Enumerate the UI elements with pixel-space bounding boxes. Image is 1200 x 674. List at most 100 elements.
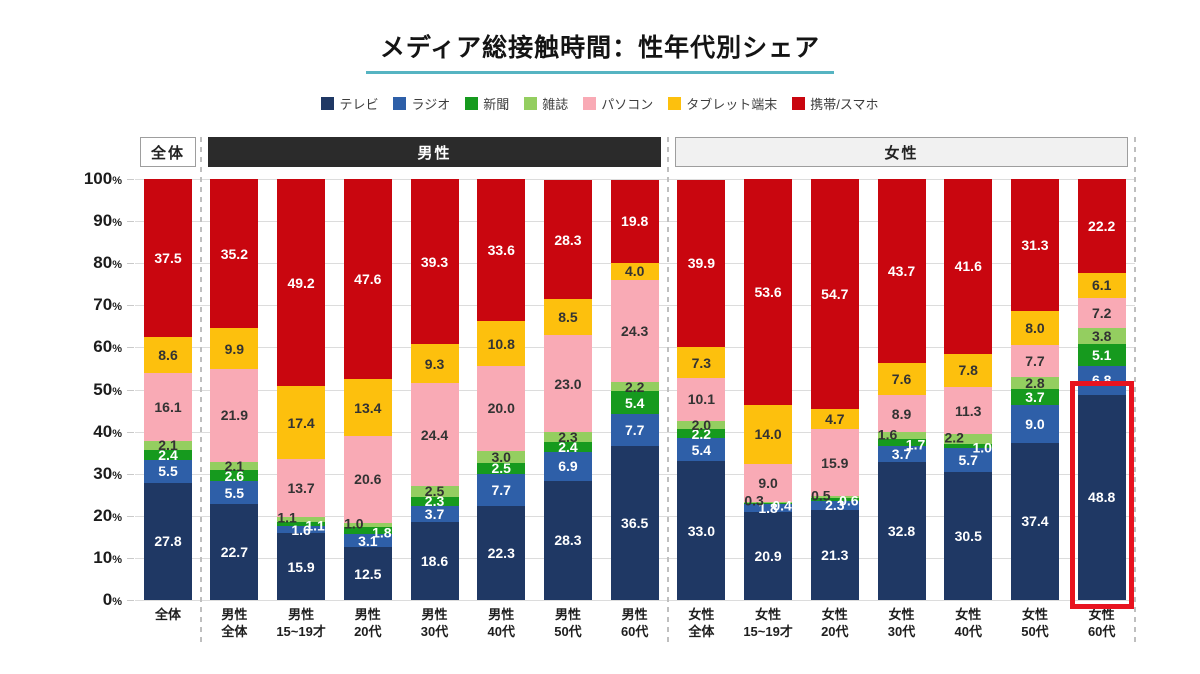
x-axis-category-label: 男性 40代 bbox=[487, 607, 515, 639]
value-label: 7.3 bbox=[691, 354, 712, 371]
bar-segment: 2.4 bbox=[144, 448, 192, 462]
value-label: 13.4 bbox=[354, 399, 382, 416]
x-axis-category-label: 女性 15~19才 bbox=[743, 607, 793, 639]
bar-segment: 37.4 bbox=[1010, 442, 1059, 600]
bar-segment: 0.6 bbox=[810, 494, 859, 508]
legend-swatch-icon bbox=[792, 97, 806, 110]
bar-segment: 32.8 bbox=[877, 461, 926, 600]
bar-group-female: 33.0 5.4 2.2 2.0 10.1 7.3 39.9 20.9 1.8 0.4 0.3 9.0… bbox=[668, 178, 1135, 609]
y-axis-tickmark bbox=[127, 221, 134, 223]
value-label: 19.8 bbox=[621, 213, 649, 230]
bar-segment: 3.7 bbox=[877, 446, 926, 463]
bar-segment: 0.3 bbox=[744, 493, 793, 507]
value-label: 36.5 bbox=[621, 515, 649, 532]
bar-segment: 7.7 bbox=[610, 413, 659, 447]
bar-segment: 5.4 bbox=[610, 391, 659, 414]
stacked-bar: 20.9 1.8 0.4 0.3 9.0 14.0 53.6 bbox=[744, 179, 793, 600]
bar-segment: 41.6 bbox=[944, 178, 993, 354]
bar-segment: 4.7 bbox=[810, 409, 859, 430]
bar-segment: 1.1 bbox=[277, 511, 326, 525]
bar-segment: 2.2 bbox=[677, 427, 726, 441]
value-label: 32.8 bbox=[887, 522, 916, 539]
value-label: 3.7 bbox=[891, 446, 912, 463]
value-label: 1.7 bbox=[905, 436, 926, 453]
value-label: 30.5 bbox=[954, 527, 982, 544]
x-label-group-female: 女性 全体 女性 15~19才 女性 20代 女性 30代 女性 40代 女性 50代 女性 60代 bbox=[668, 607, 1135, 643]
value-label: 2.6 bbox=[224, 467, 245, 484]
bar-segment: 2.0 bbox=[677, 418, 726, 432]
value-label: 5.5 bbox=[158, 463, 178, 480]
bar-segment: 19.8 bbox=[610, 179, 659, 263]
bar-segment: 2.3 bbox=[810, 497, 859, 514]
legend-label: 携帯/スマホ bbox=[810, 97, 879, 112]
x-label-slot: 女性 50代 bbox=[1002, 607, 1069, 643]
bar-segment: 5.5 bbox=[144, 459, 192, 483]
value-label: 11.3 bbox=[954, 402, 982, 419]
value-label: 10.8 bbox=[487, 335, 515, 352]
group-header-cell-male: 男性 bbox=[201, 137, 668, 167]
value-label: 2.3 bbox=[825, 497, 845, 514]
title-area: メディア総接触時間：性年代別シェア bbox=[0, 0, 1200, 74]
y-axis-tick-label: 40% bbox=[93, 421, 122, 441]
bar-segment: 13.4 bbox=[343, 379, 392, 436]
bar-segment: 1.0 bbox=[343, 516, 392, 530]
value-label: 5.4 bbox=[624, 394, 645, 411]
bar-segment: 1.6 bbox=[877, 427, 926, 441]
bar-slot: 21.3 2.3 0.6 0.5 15.9 4.7 54.7 bbox=[801, 179, 868, 600]
bar-segment: 9.0 bbox=[744, 463, 793, 502]
value-label: 16.1 bbox=[154, 399, 182, 416]
bar-segment: 39.9 bbox=[677, 179, 726, 348]
y-axis-tickmark bbox=[127, 431, 134, 433]
bar-segment: 22.3 bbox=[477, 506, 526, 600]
x-axis-category-label: 男性 15~19才 bbox=[276, 607, 326, 639]
bar-segment: 53.6 bbox=[744, 179, 793, 405]
bar-segment: 5.4 bbox=[677, 438, 726, 462]
bar-segment: 24.4 bbox=[410, 383, 459, 487]
bar-slot: 30.5 5.7 1.0 2.2 11.3 7.8 41.6 bbox=[935, 178, 1002, 600]
legend-swatch-icon bbox=[583, 97, 597, 110]
bar-segment: 5.5 bbox=[210, 481, 259, 505]
bar-segment: 2.5 bbox=[410, 483, 459, 500]
value-label: 54.7 bbox=[821, 286, 849, 303]
value-label: 10.1 bbox=[687, 391, 715, 408]
bar-segment: 2.1 bbox=[210, 457, 259, 474]
x-label-slot: 女性 40代 bbox=[935, 607, 1002, 643]
value-label: 1.6 bbox=[291, 521, 311, 538]
value-label: 0.6 bbox=[839, 493, 859, 510]
bar-slot: 18.6 3.7 2.3 2.5 24.4 9.3 39.3 bbox=[401, 179, 468, 600]
highlight-box bbox=[1069, 380, 1134, 609]
bar-segment: 2.3 bbox=[543, 430, 592, 444]
bar-segment: 11.3 bbox=[944, 386, 993, 435]
bar-segment: 7.7 bbox=[477, 473, 526, 507]
value-label: 3.8 bbox=[1091, 328, 1112, 345]
value-label: 8.0 bbox=[1025, 320, 1045, 337]
stacked-bar: 48.8 6.8 5.1 3.8 7.2 6.1 22.2 bbox=[1069, 179, 1134, 609]
bar-segment: 9.9 bbox=[210, 327, 259, 370]
value-label: 33.0 bbox=[687, 522, 715, 539]
value-label: 2.1 bbox=[224, 457, 245, 474]
value-label: 2.5 bbox=[424, 483, 445, 500]
x-axis-category-label: 女性 全体 bbox=[688, 607, 715, 639]
legend-label: パソコン bbox=[601, 97, 654, 112]
bar-segment: 8.6 bbox=[144, 336, 192, 374]
value-label: 31.3 bbox=[1021, 237, 1049, 254]
y-axis-tickmark bbox=[127, 515, 134, 517]
bar-segment: 7.6 bbox=[877, 363, 926, 395]
bar-segment: 5.7 bbox=[944, 447, 993, 472]
bar-segment: 6.9 bbox=[543, 451, 592, 481]
bar-segment: 3.7 bbox=[1010, 389, 1059, 405]
x-axis-category-label: 男性 30代 bbox=[420, 607, 449, 639]
y-axis-tickmark bbox=[127, 179, 134, 180]
value-label: 7.7 bbox=[1025, 353, 1045, 370]
x-axis-labels: 全体 男性 全体 男性 15~19才 男性 20代 男性 30代 男性 40代 男性 50代 男性 60代… bbox=[135, 607, 1135, 643]
bar-group-male: 22.7 5.5 2.6 2.1 21.9 9.9 35.2 15.9 1.6 1.1 1.1 13.… bbox=[201, 179, 668, 600]
value-label: 8.5 bbox=[558, 309, 578, 326]
bar-segment: 1.0 bbox=[944, 440, 993, 454]
value-label: 39.9 bbox=[687, 255, 715, 272]
value-label: 41.6 bbox=[954, 258, 982, 275]
value-label: 8.9 bbox=[891, 405, 912, 422]
value-label: 27.8 bbox=[154, 533, 182, 550]
bar-segment: 20.9 bbox=[744, 512, 793, 600]
bar-segment: 2.5 bbox=[477, 461, 526, 475]
bar-segment: 22.2 bbox=[1077, 179, 1126, 273]
